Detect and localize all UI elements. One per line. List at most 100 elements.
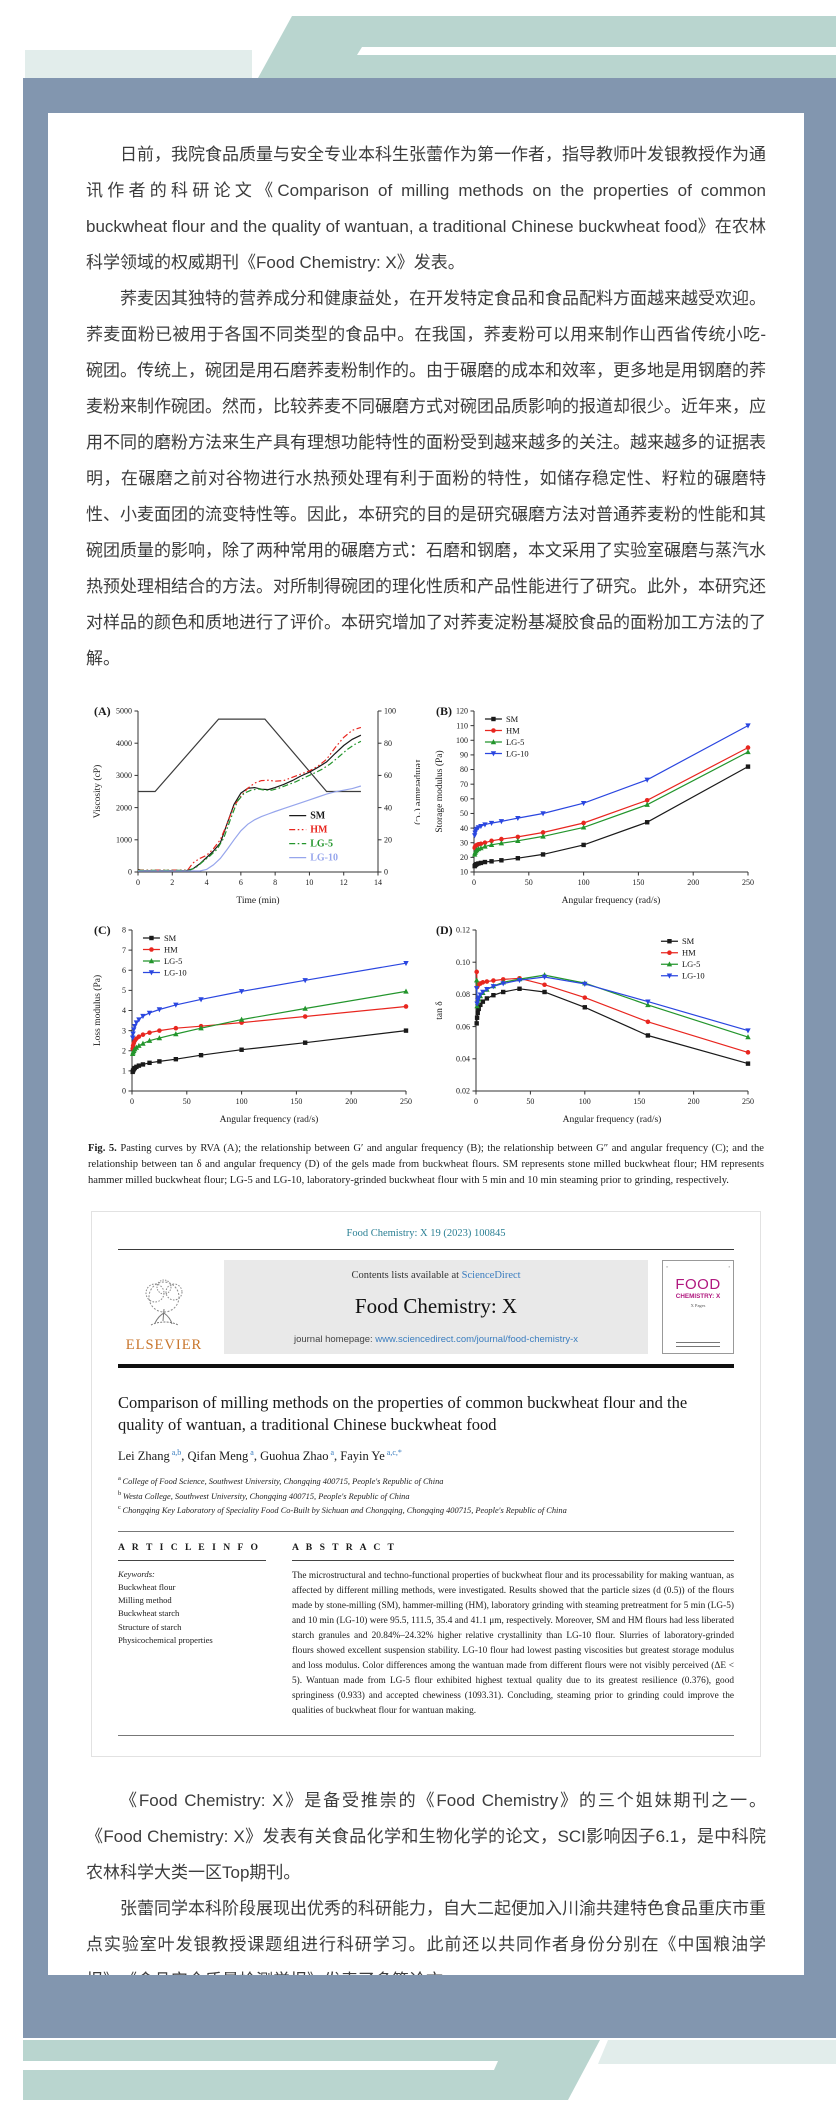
keywords-list: Buckwheat flour Milling method Buckwheat s… (118, 1581, 266, 1648)
svg-text:0.04: 0.04 (456, 1055, 470, 1064)
svg-text:110: 110 (456, 721, 468, 730)
author-affil-superscript: a,b (169, 1448, 182, 1458)
svg-text:200: 200 (688, 1097, 700, 1106)
svg-text:4000: 4000 (116, 739, 132, 748)
cover-title-food: FOOD (675, 1275, 721, 1293)
keywords-label: Keywords: (118, 1568, 155, 1579)
content-area: 日前，我院食品质量与安全专业本科生张蕾作为第一作者，指导教师叶发银教授作为通讯作… (48, 113, 804, 1975)
svg-text:8: 8 (122, 926, 126, 935)
svg-text:Viscosity (cP): Viscosity (cP) (92, 765, 103, 819)
figure-caption: Fig. 5. Pasting curves by RVA (A); the r… (88, 1141, 764, 1189)
cover-title-chemistry: CHEMISTRY: X (675, 1292, 721, 1300)
svg-text:SM: SM (164, 933, 177, 943)
svg-text:120: 120 (456, 707, 468, 716)
svg-text:0: 0 (128, 868, 132, 877)
svg-text:HM: HM (506, 726, 520, 736)
author-affil-superscript: a (328, 1448, 335, 1458)
svg-text:0: 0 (472, 878, 476, 887)
contents-label: Contents lists available at (351, 1269, 462, 1281)
svg-text:0.10: 0.10 (456, 958, 470, 967)
homepage-url-link[interactable]: www.sciencedirect.com/journal/food-chemi… (375, 1333, 579, 1345)
svg-text:60: 60 (460, 795, 468, 804)
svg-text:Angular frequency (rad/s): Angular frequency (rad/s) (563, 1114, 662, 1125)
svg-text:LG-10: LG-10 (164, 968, 187, 978)
elsevier-logo: ELSEVIER (118, 1260, 210, 1354)
svg-text:(D): (D) (436, 923, 453, 937)
charts-grid: 0 2 4 6 8 10 12 14 0 1000 2000 3000 4000 5000 0 20 40 60 8… (86, 701, 766, 1125)
svg-text:HM: HM (164, 945, 178, 955)
svg-text:Loss modulus (Pa): Loss modulus (Pa) (92, 975, 103, 1046)
svg-text:2: 2 (122, 1046, 126, 1055)
svg-text:SM: SM (310, 811, 326, 822)
svg-text:250: 250 (742, 1097, 754, 1106)
abstract-column: A B S T R A C T The microstructural and … (292, 1542, 734, 1719)
svg-text:3000: 3000 (116, 771, 132, 780)
svg-text:LG-10: LG-10 (506, 749, 529, 759)
author-name: Guohua Zhao a (260, 1448, 335, 1464)
svg-text:80: 80 (384, 739, 392, 748)
svg-text:200: 200 (687, 878, 699, 887)
svg-text:150: 150 (633, 1097, 645, 1106)
chart-panel-b: 0 50 100 150 200 250 10 20 30 40 50 60 70 80 90 100 110 1… (434, 704, 754, 906)
svg-text:LG-5: LG-5 (506, 737, 524, 747)
homepage-line: journal homepage: www.sciencedirect.com/… (232, 1334, 640, 1345)
svg-text:4: 4 (122, 1006, 126, 1015)
svg-text:HM: HM (682, 948, 696, 958)
paper-reprint: Food Chemistry: X 19 (2023) 100845 (91, 1210, 761, 1758)
homepage-label: journal homepage: (293, 1333, 376, 1345)
svg-text:5: 5 (122, 986, 126, 995)
svg-text:LG-5: LG-5 (682, 959, 700, 969)
svg-text:6: 6 (239, 878, 243, 887)
journal-title: Food Chemistry: X (354, 1293, 518, 1318)
svg-text:100: 100 (578, 878, 590, 887)
svg-text:1: 1 (122, 1067, 126, 1076)
svg-text:LG-10: LG-10 (310, 853, 338, 864)
article-info-column: A R T I C L E I N F O Keywords: Buckwhea… (118, 1542, 266, 1719)
intro-paragraphs: 日前，我院食品质量与安全专业本科生张蕾作为第一作者，指导教师叶发银教授作为通讯作… (48, 113, 804, 677)
paper-title: Comparison of milling methods on the pro… (118, 1392, 688, 1434)
journal-header: ELSEVIER Contents lists available at Sci… (118, 1248, 734, 1362)
header-rule (118, 1363, 734, 1368)
svg-text:40: 40 (384, 803, 392, 812)
keyword: Buckwheat flour (118, 1581, 176, 1592)
author-affil-superscript: a,c,* (384, 1448, 402, 1458)
elsevier-tree-icon (145, 1279, 183, 1326)
svg-text:(B): (B) (436, 704, 452, 718)
svg-text:100: 100 (579, 1097, 591, 1106)
svg-text:0.06: 0.06 (456, 1022, 470, 1031)
svg-text:200: 200 (345, 1097, 357, 1106)
svg-text:(C): (C) (94, 923, 111, 937)
chart-panel-a: 0 2 4 6 8 10 12 1401000200030004000500002040608… (92, 704, 420, 906)
svg-text:80: 80 (460, 765, 468, 774)
svg-text:5000: 5000 (116, 707, 132, 716)
svg-text:0: 0 (136, 878, 140, 887)
svg-text:SM: SM (682, 936, 695, 946)
keyword: Buckwheat starch (118, 1608, 180, 1619)
sciencedirect-link[interactable]: ScienceDirect (461, 1269, 521, 1281)
svg-text:2000: 2000 (116, 803, 132, 812)
paragraph: 日前，我院食品质量与安全专业本科生张蕾作为第一作者，指导教师叶发银教授作为通讯作… (86, 145, 766, 272)
svg-text:0: 0 (122, 1087, 126, 1096)
svg-text:0: 0 (130, 1097, 134, 1106)
author-affil-superscript: a (248, 1448, 254, 1458)
svg-text:150: 150 (290, 1097, 302, 1106)
affiliation-line: b Westa College, Southwest University, C… (118, 1489, 410, 1501)
chart-panel-c: 0 50 100 150 200 250 0 1 2 3 4 5 6 7 8 Angular frequenc… (92, 923, 412, 1125)
svg-text:Storage modulus (Pa): Storage modulus (Pa) (434, 750, 445, 832)
svg-text:7: 7 (122, 946, 126, 955)
bottom-banner-decoration (0, 2038, 836, 2108)
keyword: Structure of starch (118, 1621, 182, 1632)
author-name: Lei Zhang a,b (118, 1448, 182, 1464)
journal-reference: Food Chemistry: X 19 (2023) 100845 (346, 1227, 506, 1239)
svg-text:100: 100 (236, 1097, 248, 1106)
affiliation-line: a College of Food Science, Southwest Uni… (118, 1475, 444, 1487)
paragraph: 《Food Chemistry: X》是备受推崇的《Food Chemistry… (86, 1791, 766, 1883)
svg-text:250: 250 (742, 878, 754, 887)
cover-top-marks: ≡ ▪ (666, 1263, 730, 1269)
svg-text:SM: SM (506, 714, 519, 724)
elsevier-wordmark: ELSEVIER (125, 1336, 203, 1353)
svg-text:14: 14 (374, 878, 382, 887)
article-info-heading: A R T I C L E I N F O (118, 1542, 266, 1561)
figure-5: 0 2 4 6 8 10 12 14 0 1000 2000 3000 4000 5000 0 20 40 60 8… (86, 701, 766, 1189)
